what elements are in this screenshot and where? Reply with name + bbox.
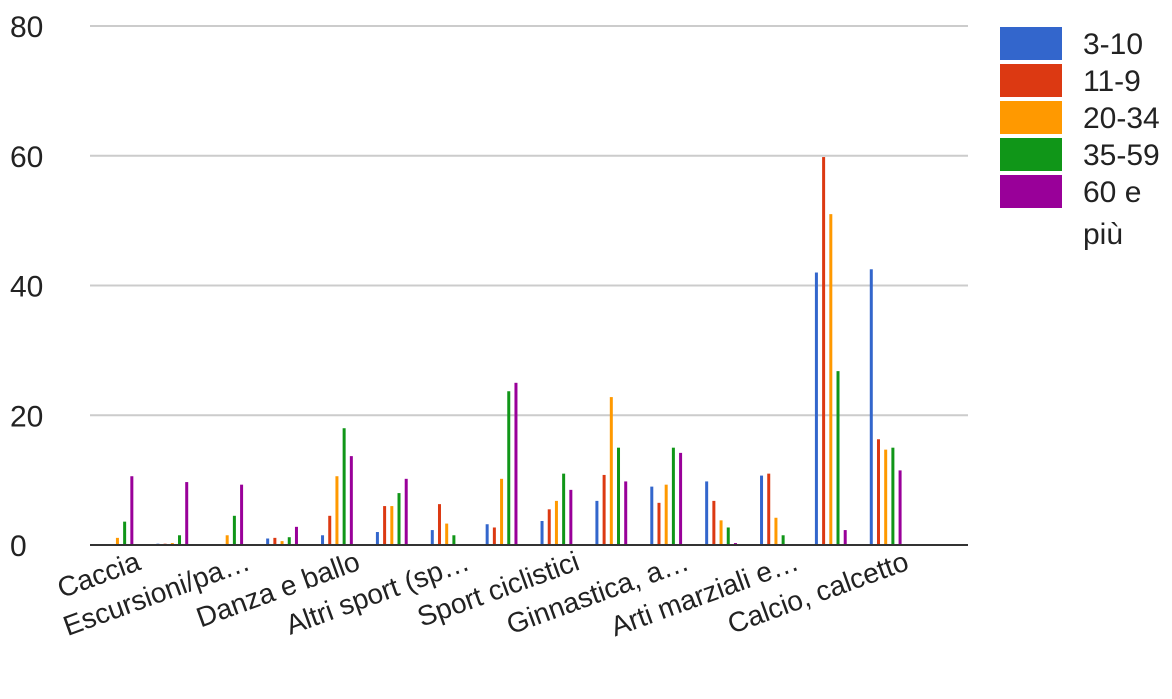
bar xyxy=(349,456,353,545)
bar xyxy=(404,478,408,545)
bar xyxy=(876,439,880,545)
bar xyxy=(624,481,628,545)
bar xyxy=(657,502,661,545)
bar xyxy=(500,478,504,545)
bar xyxy=(602,474,606,545)
bar xyxy=(705,481,709,545)
bar xyxy=(617,447,621,545)
bar xyxy=(869,269,873,545)
legend-label: 35-59 xyxy=(1083,139,1160,172)
legend-swatch xyxy=(1000,175,1062,208)
bar xyxy=(390,506,394,545)
bar xyxy=(294,526,298,545)
bar xyxy=(273,537,277,545)
legend-label: 11-9 xyxy=(1083,65,1141,98)
bar xyxy=(123,521,127,545)
legend-label: 60 e più xyxy=(1083,176,1141,251)
bars xyxy=(115,157,902,546)
bar xyxy=(507,391,511,545)
bar xyxy=(569,489,573,545)
legend-label: 3-10 xyxy=(1083,28,1143,61)
bar xyxy=(375,532,379,545)
bar xyxy=(280,541,284,545)
y-tick-label: 80 xyxy=(10,11,43,44)
y-tick-label: 40 xyxy=(10,271,43,304)
gridlines xyxy=(90,25,968,417)
bar xyxy=(898,470,902,545)
bar xyxy=(843,530,847,545)
bar xyxy=(540,520,544,545)
legend-swatch xyxy=(1000,138,1062,171)
bar xyxy=(774,517,778,545)
bar xyxy=(492,527,496,545)
bar xyxy=(225,535,229,545)
bar xyxy=(650,486,654,545)
legend-swatch xyxy=(1000,27,1062,60)
bar xyxy=(437,504,441,545)
bar xyxy=(178,535,182,545)
bar xyxy=(232,515,236,545)
y-tick-label: 0 xyxy=(10,530,27,563)
bar xyxy=(130,476,134,545)
bar xyxy=(822,157,826,546)
bar xyxy=(430,530,434,545)
bar xyxy=(547,509,551,545)
bar xyxy=(829,214,833,545)
bar xyxy=(240,484,244,545)
y-tick-label: 20 xyxy=(10,400,43,433)
bar xyxy=(719,520,723,545)
bar xyxy=(287,537,291,545)
bar xyxy=(664,484,668,545)
bar xyxy=(814,272,818,545)
bar xyxy=(445,523,449,545)
bar xyxy=(335,476,339,545)
bar xyxy=(760,475,764,545)
bar xyxy=(397,493,401,545)
y-tick-label: 60 xyxy=(10,141,43,174)
bar xyxy=(554,500,558,545)
bar xyxy=(671,447,675,545)
bar xyxy=(115,537,119,545)
legend: 3-10 11-9 20-34 35-59 60 e più xyxy=(1000,27,1160,251)
bar xyxy=(452,535,456,545)
bar xyxy=(726,527,730,545)
bar xyxy=(836,371,840,545)
bar xyxy=(328,515,332,545)
bar xyxy=(884,449,888,545)
bar xyxy=(321,535,325,545)
bar xyxy=(383,506,387,545)
bar xyxy=(185,482,189,545)
bar xyxy=(781,535,785,545)
bar xyxy=(609,397,613,545)
bar xyxy=(562,473,566,545)
bar xyxy=(595,500,599,545)
bar xyxy=(712,500,716,545)
bar xyxy=(891,447,895,545)
bar xyxy=(485,524,489,545)
bar xyxy=(514,382,518,545)
bar xyxy=(679,452,683,545)
bar xyxy=(767,473,771,545)
legend-swatch xyxy=(1000,101,1062,134)
legend-label: 20-34 xyxy=(1083,102,1160,135)
bar xyxy=(342,428,346,545)
bar xyxy=(266,538,270,545)
legend-swatch xyxy=(1000,64,1062,97)
